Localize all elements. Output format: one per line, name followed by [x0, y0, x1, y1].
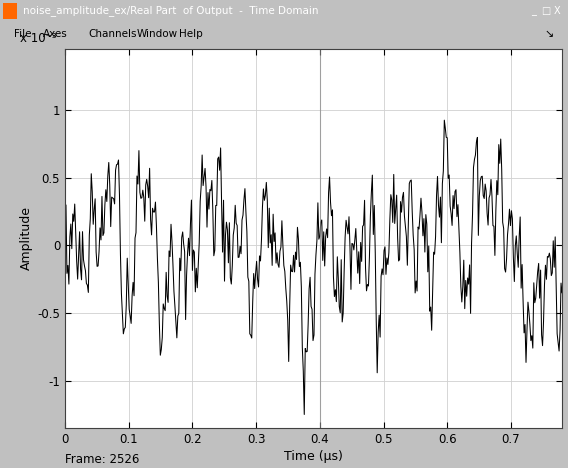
Text: noise_amplitude_ex/Real Part  of Output  -  Time Domain: noise_amplitude_ex/Real Part of Output -… — [23, 6, 318, 16]
Text: X: X — [553, 6, 560, 16]
Text: Channels: Channels — [88, 29, 136, 39]
Text: Axes: Axes — [43, 29, 68, 39]
X-axis label: Time (μs): Time (μs) — [284, 450, 343, 463]
Text: Frame: 2526: Frame: 2526 — [65, 453, 139, 466]
Text: □: □ — [541, 6, 550, 16]
Text: ↘: ↘ — [544, 29, 554, 39]
Text: x 10⁻³: x 10⁻³ — [20, 32, 57, 45]
Text: _: _ — [532, 6, 536, 16]
Y-axis label: Amplitude: Amplitude — [20, 206, 33, 271]
Text: Help: Help — [179, 29, 203, 39]
Text: File: File — [14, 29, 32, 39]
Bar — [3, 3, 17, 19]
Text: Window: Window — [136, 29, 177, 39]
